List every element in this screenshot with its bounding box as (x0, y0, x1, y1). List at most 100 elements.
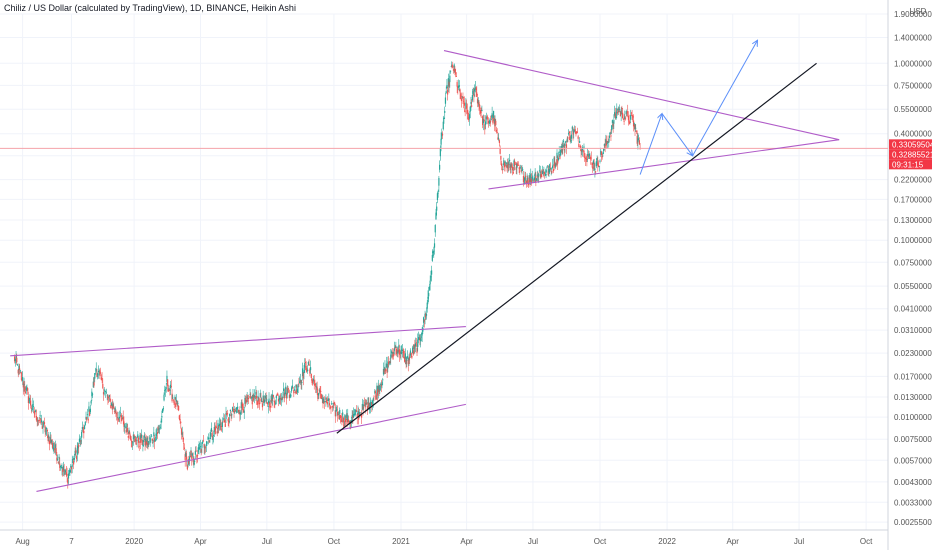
candle-body (268, 398, 270, 403)
candle-body (68, 473, 70, 474)
candle-body (202, 440, 205, 442)
candle-body (465, 102, 467, 109)
candle-body (248, 398, 250, 400)
candle-body (256, 395, 258, 399)
candle-body (286, 388, 288, 395)
candle-body (265, 397, 267, 399)
candle-body (566, 138, 568, 142)
candle-body (592, 160, 595, 165)
candle-body (39, 415, 41, 417)
candle-body (242, 409, 245, 413)
candle-body (628, 120, 630, 123)
candle-body (590, 157, 592, 159)
candle-body (428, 286, 431, 290)
candle-body (245, 399, 247, 401)
candle-body (213, 434, 215, 436)
candle-body (400, 351, 402, 354)
candle-body (536, 174, 538, 177)
candle-body (560, 149, 562, 156)
candle-body (388, 362, 390, 364)
candle-body (87, 418, 89, 421)
price-label: 0.32885521 (892, 150, 932, 159)
candle-body (279, 397, 281, 400)
candle-body (570, 140, 572, 142)
candle-body (207, 438, 209, 440)
candle-body (336, 411, 339, 416)
candle-body (194, 450, 196, 455)
candle-body (321, 398, 323, 400)
candle-body (23, 384, 25, 385)
candle-body (47, 435, 49, 442)
candle-body (145, 438, 147, 442)
candle-body (248, 396, 250, 398)
candle-body (183, 447, 186, 449)
candle-body (113, 411, 116, 412)
candle-body (562, 140, 565, 142)
candle-body (142, 444, 144, 446)
candle-body (144, 438, 146, 446)
candle-body (575, 132, 577, 134)
candle-body (170, 385, 172, 387)
candle-body (199, 446, 202, 448)
candle-body (20, 372, 22, 374)
candle-body (508, 163, 510, 165)
candle-body (604, 144, 606, 149)
candle-body (503, 162, 506, 168)
candle-body (624, 116, 626, 119)
candle-body (528, 175, 530, 179)
candle-body (200, 449, 202, 453)
candle-body (63, 469, 65, 472)
candle-body (291, 387, 293, 391)
candle-body (379, 384, 382, 386)
candle-body (377, 389, 379, 396)
candle-body (371, 402, 373, 406)
candle-body (447, 89, 449, 95)
candle-body (351, 415, 353, 418)
candle-body (67, 479, 69, 484)
candle-body (390, 351, 393, 354)
candle-body (551, 171, 553, 173)
candle-body (36, 420, 38, 422)
candle-body (458, 85, 460, 87)
candle-body (153, 432, 155, 437)
candle-body (577, 136, 579, 139)
candle-body (72, 456, 74, 461)
candle-body (511, 165, 513, 167)
candle-body (175, 403, 177, 407)
lower-triangle-lower-line (36, 403, 466, 492)
candle-body (99, 371, 101, 374)
candle-body (293, 390, 295, 394)
candle-body (422, 317, 425, 323)
candle-body (392, 352, 394, 354)
candle-body (292, 387, 294, 389)
candle-body (126, 423, 128, 428)
candle-body (231, 414, 233, 416)
candle-body (476, 98, 479, 104)
candle-body (91, 391, 93, 397)
candle-body (110, 403, 113, 406)
candle-body (366, 406, 369, 411)
candle-body (271, 398, 273, 401)
candle-body (178, 405, 180, 411)
candle-body (229, 409, 231, 412)
candle-body (261, 401, 263, 402)
price-tick-label: 0.00255000 (894, 518, 932, 527)
candle-body (603, 143, 605, 147)
candle-body (611, 120, 614, 124)
candle-body (614, 113, 616, 118)
candle-body (118, 418, 120, 422)
candle-body (498, 137, 500, 139)
candle-body (542, 169, 544, 171)
candle-body (544, 171, 546, 175)
candle-body (267, 406, 269, 407)
candle-body (342, 417, 344, 423)
candle-body (164, 389, 167, 391)
candle-body (583, 146, 585, 148)
candle-body (123, 421, 125, 427)
